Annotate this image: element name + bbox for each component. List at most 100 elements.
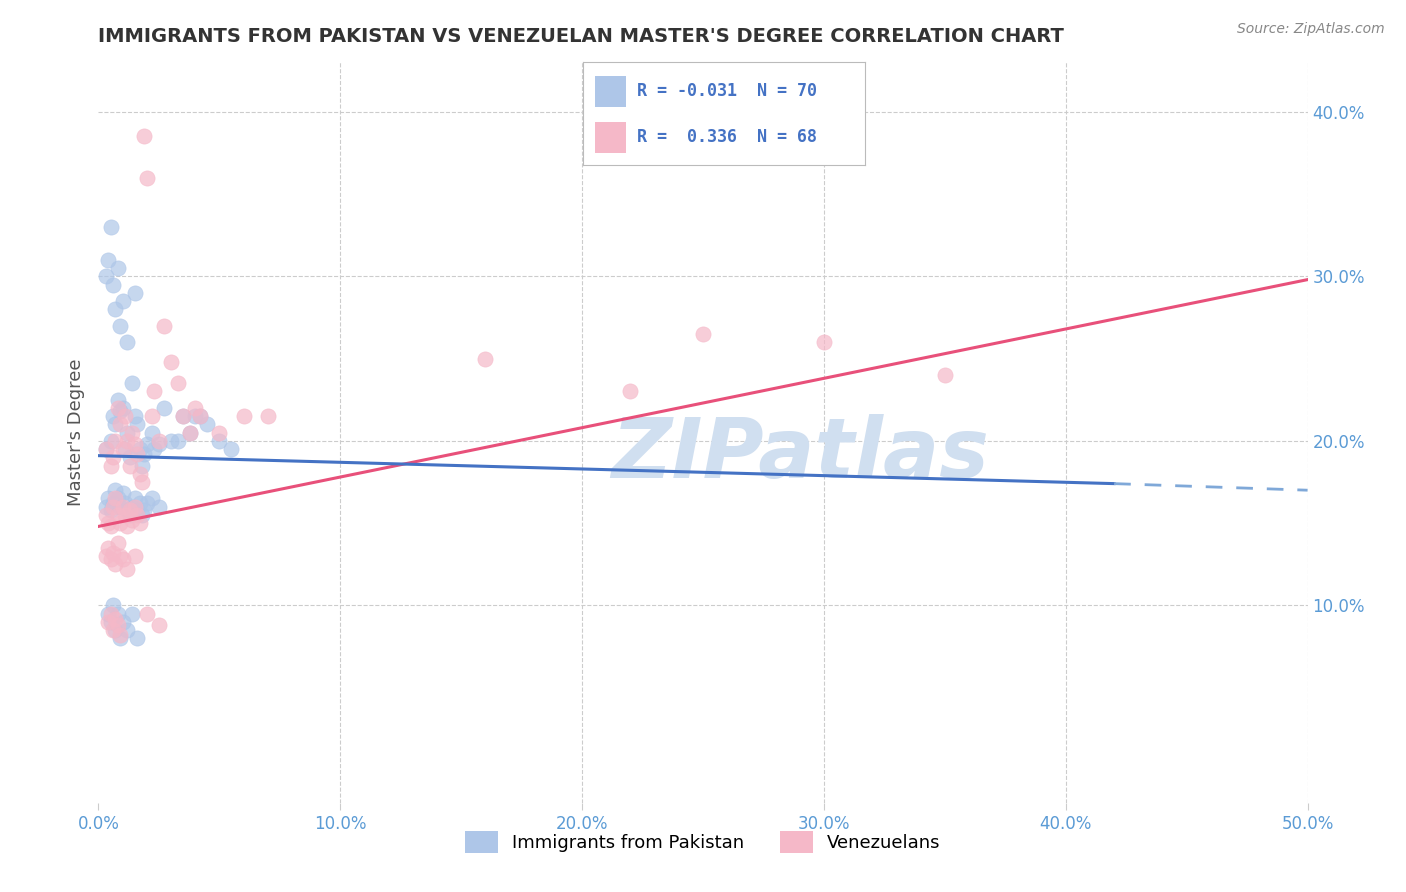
Point (104, 434, 127, 448)
Point (188, 409, 211, 424)
Point (114, 409, 136, 424)
Legend: Immigrants from Pakistan, Venezuelans: Immigrants from Pakistan, Venezuelans (458, 824, 948, 861)
Point (143, 384, 166, 399)
Point (188, 409, 211, 424)
Point (114, 442, 136, 456)
Point (101, 500, 124, 514)
Point (124, 285, 146, 300)
Point (148, 618, 170, 632)
Point (131, 508, 153, 522)
Point (107, 491, 129, 506)
Point (111, 442, 134, 456)
Point (148, 437, 170, 451)
Point (94, 442, 117, 456)
Point (111, 552, 134, 566)
Point (108, 628, 131, 642)
Point (813, 335, 835, 350)
Point (117, 519, 139, 533)
Point (143, 442, 166, 456)
Point (101, 409, 124, 424)
Point (134, 503, 156, 517)
Point (104, 611, 127, 625)
Point (104, 558, 127, 572)
Point (135, 170, 157, 185)
Point (117, 503, 139, 517)
Point (117, 335, 139, 350)
Point (117, 425, 139, 440)
Point (232, 409, 254, 424)
Point (94, 442, 117, 456)
Point (101, 496, 124, 510)
Point (124, 437, 146, 451)
Point (127, 632, 149, 646)
Point (100, 607, 122, 621)
Point (118, 450, 141, 465)
Point (101, 277, 124, 292)
Point (108, 417, 131, 432)
Point (121, 500, 143, 514)
Point (167, 376, 190, 391)
Point (104, 483, 127, 498)
Point (118, 458, 141, 473)
Point (100, 458, 122, 473)
Point (118, 503, 141, 517)
Point (134, 447, 156, 461)
Point (619, 384, 641, 399)
Point (104, 302, 127, 317)
Text: Source: ZipAtlas.com: Source: ZipAtlas.com (1237, 22, 1385, 37)
Point (100, 519, 122, 533)
Point (117, 434, 139, 448)
Bar (595, 122, 626, 153)
Point (104, 417, 127, 432)
Point (152, 318, 174, 333)
Point (108, 549, 131, 563)
Point (128, 516, 150, 530)
Point (127, 508, 149, 522)
Point (208, 434, 231, 448)
Point (160, 355, 183, 369)
Point (208, 425, 231, 440)
Point (94, 500, 117, 514)
Point (100, 552, 122, 566)
Text: ZIPatlas: ZIPatlas (610, 414, 988, 495)
Point (128, 442, 150, 456)
Point (107, 536, 129, 550)
Point (934, 368, 956, 382)
Text: R =  0.336  N = 68: R = 0.336 N = 68 (637, 128, 817, 146)
Point (131, 458, 153, 473)
Point (124, 549, 146, 563)
Point (107, 618, 129, 632)
Point (94, 269, 117, 284)
Point (107, 392, 129, 407)
Point (124, 409, 146, 424)
Point (111, 401, 134, 415)
Point (135, 437, 157, 451)
Point (135, 607, 157, 621)
Point (117, 562, 139, 576)
Point (101, 599, 124, 613)
Point (128, 467, 150, 481)
Point (127, 447, 149, 461)
Point (172, 409, 194, 424)
Point (108, 632, 131, 646)
Point (100, 615, 122, 629)
Point (97, 607, 120, 621)
Point (100, 434, 122, 448)
Text: R = -0.031  N = 70: R = -0.031 N = 70 (637, 82, 817, 100)
Point (148, 500, 170, 514)
Point (101, 450, 124, 465)
Point (128, 496, 150, 510)
Point (121, 607, 143, 621)
Point (124, 500, 146, 514)
Point (101, 623, 124, 637)
Point (94, 549, 117, 563)
Point (108, 404, 131, 418)
Point (104, 491, 127, 506)
Point (172, 409, 194, 424)
Point (131, 475, 153, 489)
Point (134, 129, 156, 144)
Point (107, 261, 129, 276)
Point (118, 508, 141, 522)
Point (135, 496, 157, 510)
Point (101, 546, 124, 560)
